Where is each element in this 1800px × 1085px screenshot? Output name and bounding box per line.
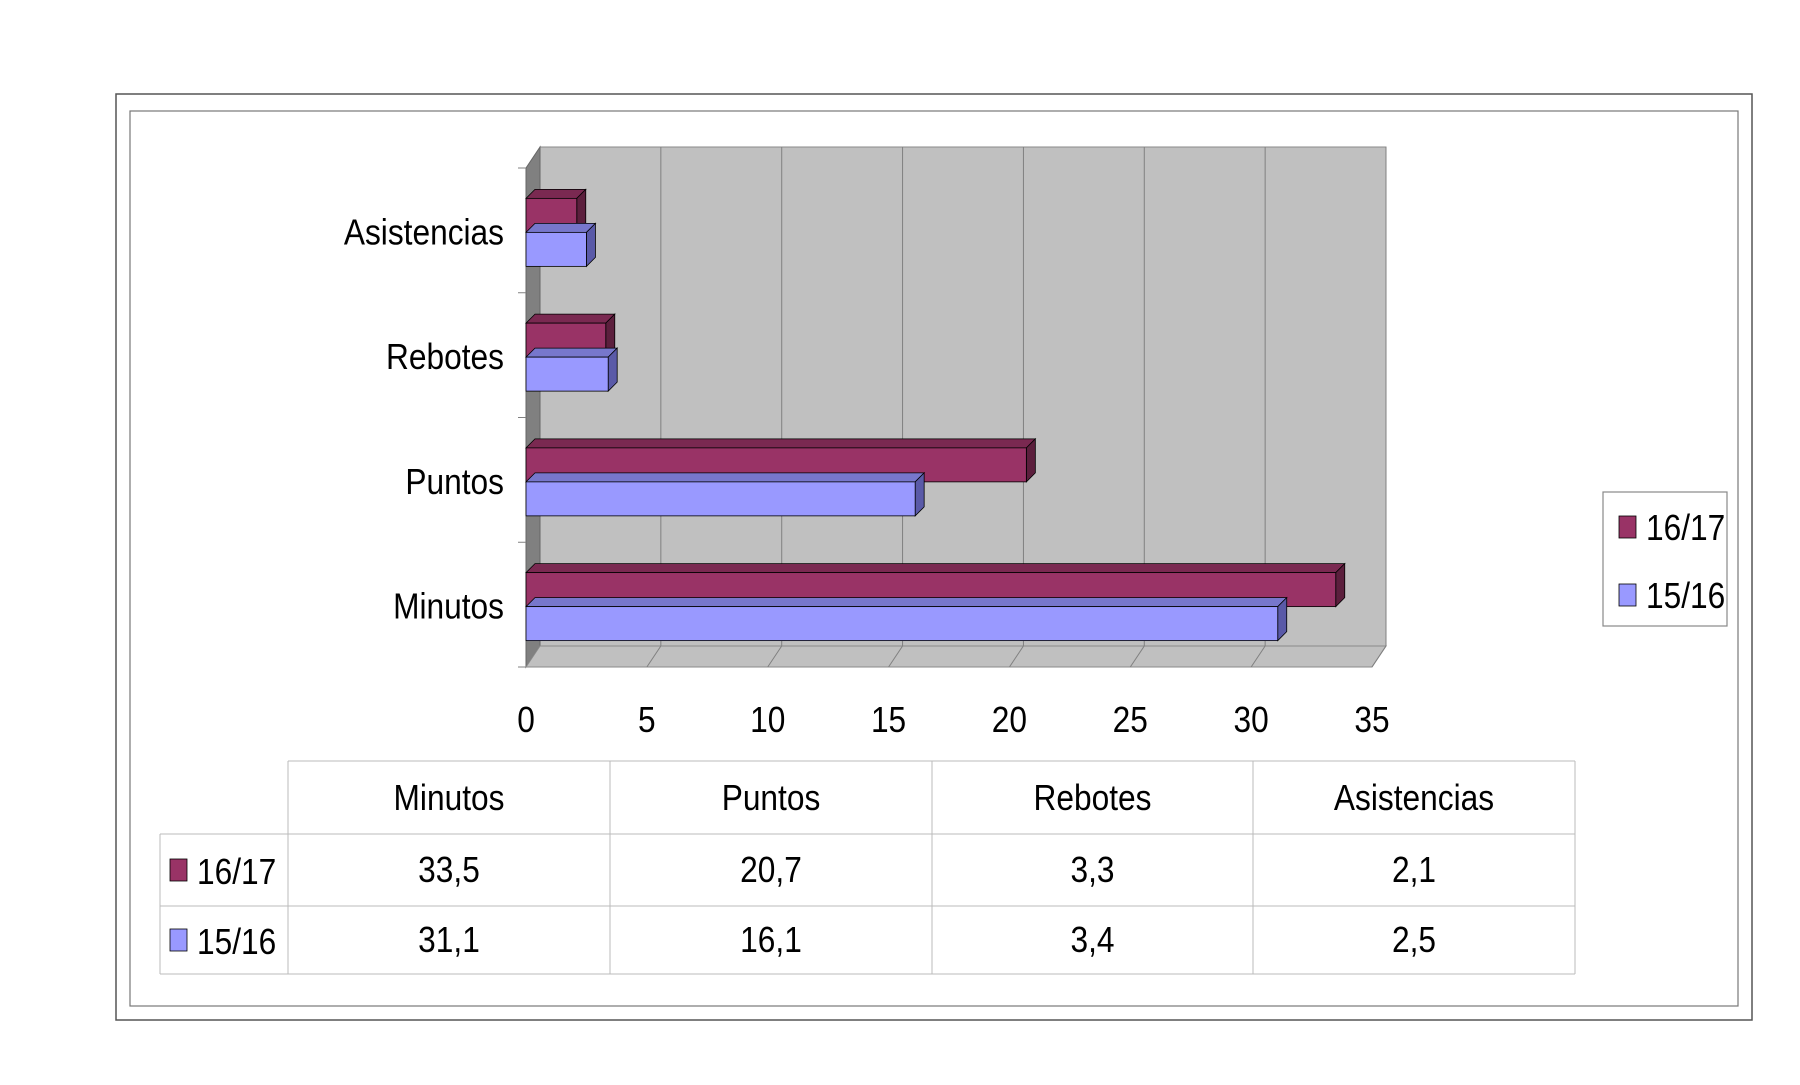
bar-top (525, 347, 619, 358)
table-cell: 20,7 (740, 850, 802, 890)
gridline-floor (888, 645, 903, 668)
gridline-floor (1009, 645, 1024, 668)
x-tick-label: 0 (517, 700, 535, 740)
table-row-swatch (169, 858, 188, 882)
table-header-cell: Puntos (722, 778, 821, 818)
y-tick-label: Puntos (405, 462, 504, 502)
bar-top (525, 563, 1346, 574)
y-tick-label: Asistencias (344, 213, 504, 253)
x-tick-label: 35 (1354, 700, 1389, 740)
bar-top (525, 222, 597, 233)
table-cell: 3,4 (1070, 920, 1114, 960)
bar-top (525, 188, 587, 199)
bar (525, 481, 916, 517)
y-tick-label: Rebotes (386, 337, 504, 377)
x-tick-label: 10 (750, 700, 785, 740)
bar (525, 356, 609, 392)
gridline-floor (646, 645, 662, 668)
x-tick-label: 30 (1234, 700, 1269, 740)
table-header-cell: Minutos (394, 778, 505, 818)
table-row-label: 16/17 (197, 852, 276, 892)
y-tick-label: Minutos (393, 587, 504, 627)
x-tick-label: 25 (1113, 700, 1148, 740)
plot-floor (525, 645, 1387, 668)
table-header-cell: Rebotes (1034, 778, 1152, 818)
bar-top (525, 313, 616, 324)
bar-top (525, 472, 926, 483)
gridline-floor (767, 645, 783, 668)
gridline-floor (1371, 645, 1387, 668)
plot-area: Minutos Puntos Rebotes Asistencias 0 5 10 15 20 2… (344, 145, 1390, 740)
bar (525, 606, 1279, 642)
bar-top (525, 438, 1037, 449)
table-cell: 3,3 (1070, 850, 1114, 890)
table-cell: 33,5 (418, 850, 480, 890)
table-cell: 2,1 (1392, 850, 1436, 890)
data-table: Minutos Puntos Rebotes Asistencias 16/17 33,5… (159, 760, 1576, 975)
table-row-label: 15/16 (197, 922, 276, 962)
legend-swatch (1618, 515, 1637, 539)
table-cell: 16,1 (740, 920, 802, 960)
gridline-floor (1129, 645, 1145, 668)
bar (525, 231, 587, 267)
x-tick-label: 15 (871, 700, 906, 740)
x-tick-label: 20 (992, 700, 1027, 740)
legend-swatch (1618, 583, 1637, 607)
bar-top (525, 597, 1288, 608)
legend: 16/17 15/16 (1602, 491, 1728, 627)
legend-label: 16/17 (1646, 508, 1725, 548)
table-row-swatch (169, 928, 188, 952)
table-cell: 31,1 (418, 920, 480, 960)
x-tick-label: 5 (638, 700, 656, 740)
table-cell: 2,5 (1392, 920, 1436, 960)
legend-label: 15/16 (1646, 576, 1725, 616)
gridline-floor (1250, 645, 1266, 668)
table-header-cell: Asistencias (1334, 778, 1494, 818)
